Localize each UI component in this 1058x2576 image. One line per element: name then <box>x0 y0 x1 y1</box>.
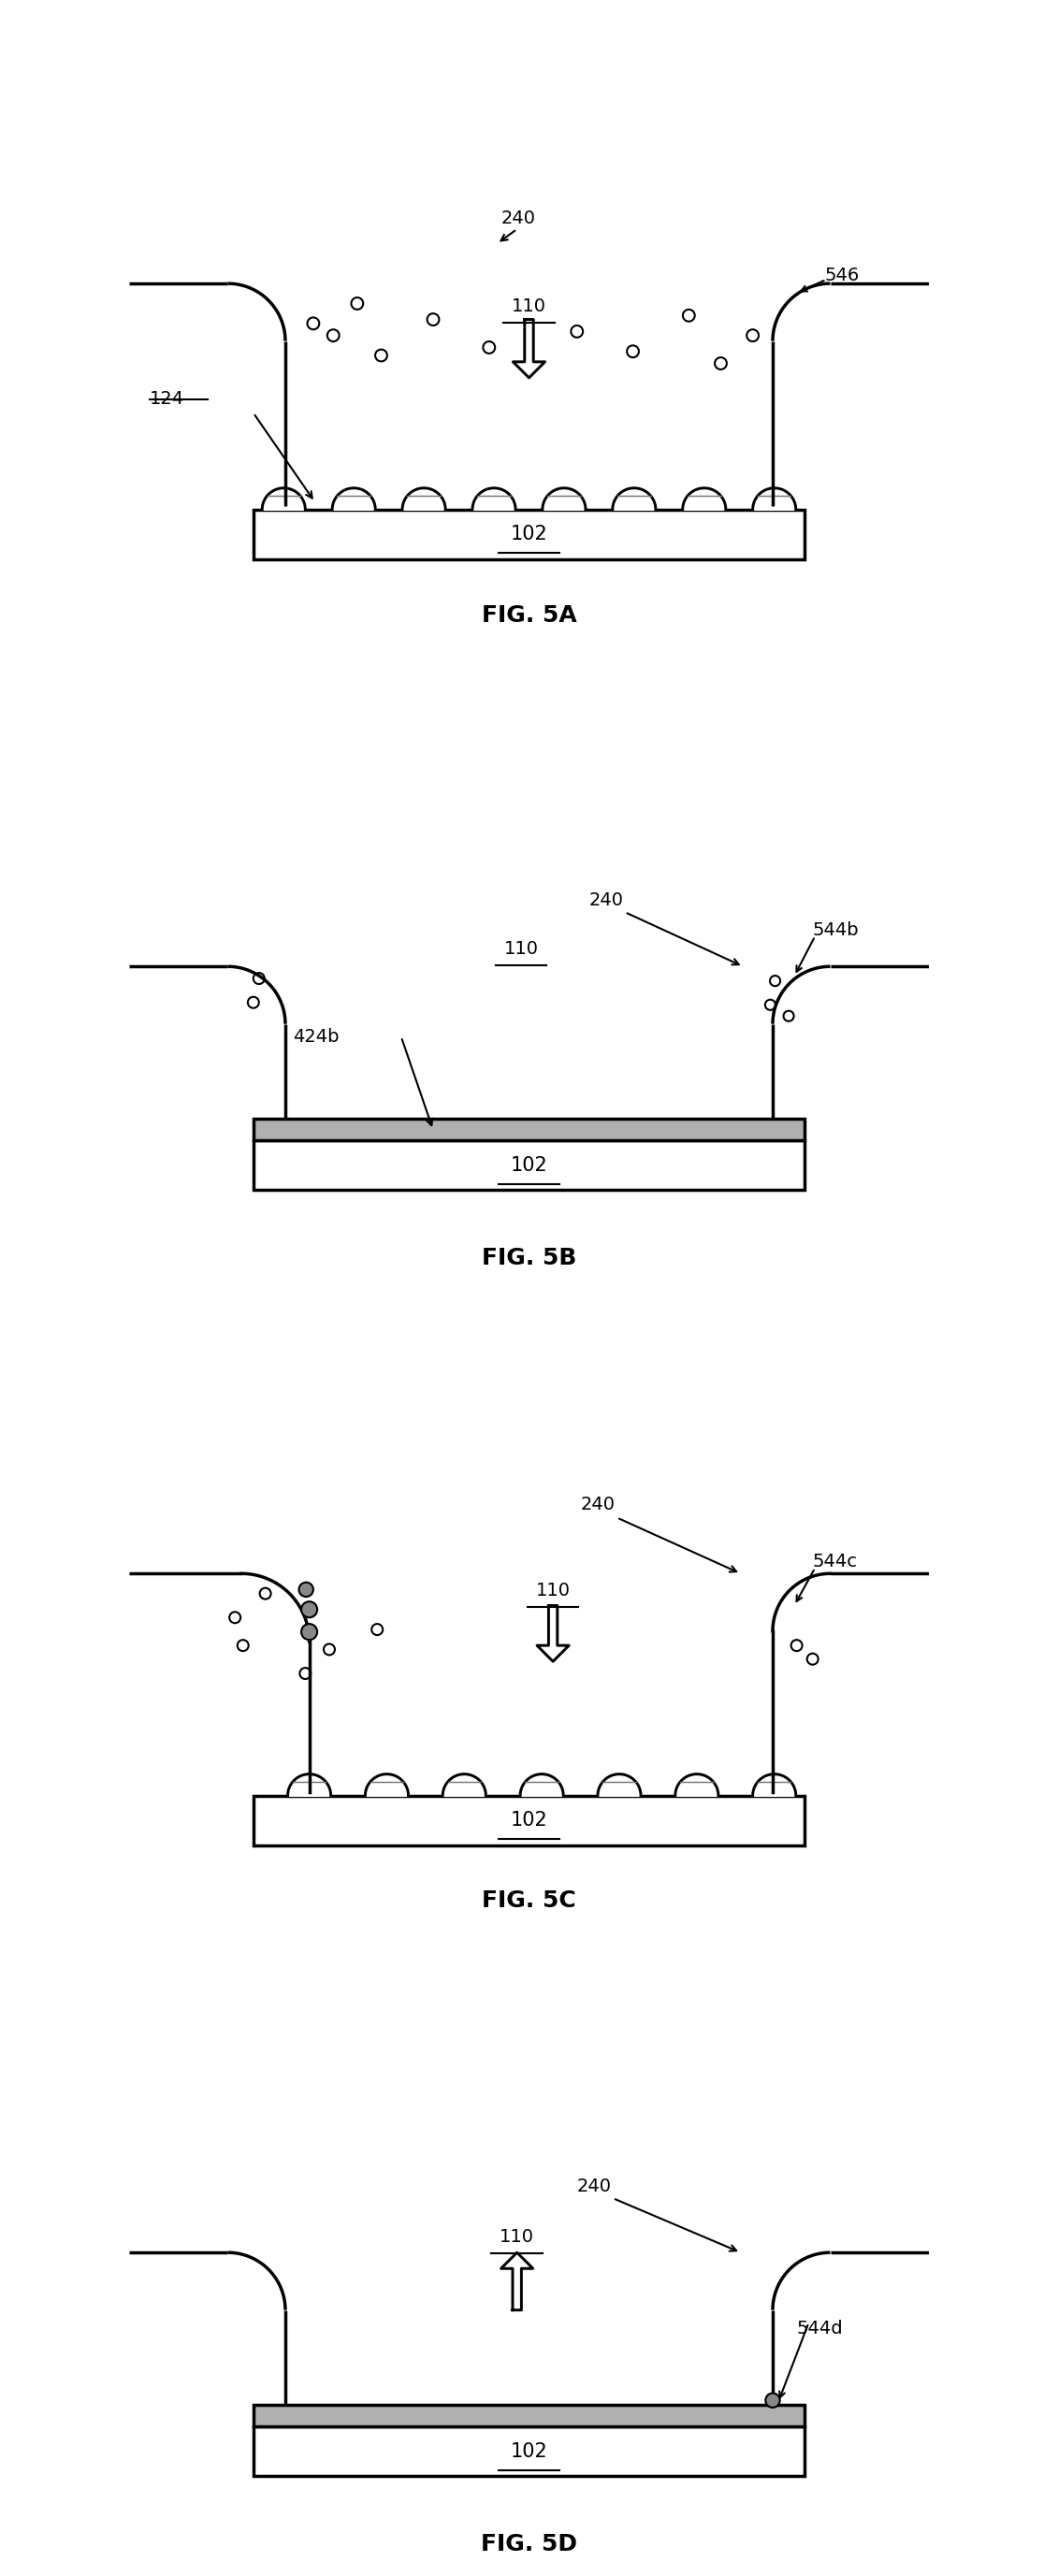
Text: 544b: 544b <box>813 922 859 940</box>
Polygon shape <box>752 1775 796 1795</box>
Text: FIG. 5D: FIG. 5D <box>480 2532 578 2555</box>
Text: 110: 110 <box>512 296 546 314</box>
Text: 546: 546 <box>824 268 859 283</box>
Text: 544c: 544c <box>813 1553 858 1571</box>
Text: 102: 102 <box>510 1811 548 1829</box>
Polygon shape <box>537 1605 569 1662</box>
Polygon shape <box>288 1775 331 1795</box>
Polygon shape <box>501 2251 533 2311</box>
Circle shape <box>766 2393 780 2409</box>
Bar <box>253 2406 805 2427</box>
Bar <box>253 1141 805 1190</box>
Text: 102: 102 <box>510 2442 548 2460</box>
Text: 240: 240 <box>581 1497 616 1515</box>
Text: 240: 240 <box>589 891 623 909</box>
Polygon shape <box>262 487 306 510</box>
Polygon shape <box>543 487 586 510</box>
Polygon shape <box>613 487 656 510</box>
Polygon shape <box>675 1775 718 1795</box>
Text: 544d: 544d <box>797 2318 843 2336</box>
Bar <box>253 1118 805 1141</box>
Text: FIG. 5B: FIG. 5B <box>481 1247 577 1270</box>
Polygon shape <box>682 487 726 510</box>
Text: FIG. 5A: FIG. 5A <box>481 603 577 626</box>
Text: 102: 102 <box>510 1157 548 1175</box>
Circle shape <box>302 1623 317 1641</box>
Circle shape <box>302 1602 317 1618</box>
Polygon shape <box>521 1775 563 1795</box>
Text: 124: 124 <box>149 392 184 407</box>
Polygon shape <box>513 319 545 379</box>
Text: 240: 240 <box>577 2177 612 2195</box>
Polygon shape <box>752 487 796 510</box>
Text: 110: 110 <box>504 940 539 958</box>
Polygon shape <box>402 487 445 510</box>
Text: 110: 110 <box>535 1582 570 1600</box>
Polygon shape <box>598 1775 641 1795</box>
Circle shape <box>299 1582 313 1597</box>
Text: FIG. 5C: FIG. 5C <box>481 1891 577 1911</box>
Bar <box>253 510 805 559</box>
Text: 424b: 424b <box>293 1028 340 1046</box>
Polygon shape <box>332 487 376 510</box>
Bar <box>253 1795 805 1844</box>
Bar <box>253 2427 805 2476</box>
Polygon shape <box>472 487 515 510</box>
Text: 240: 240 <box>501 209 535 227</box>
Text: 110: 110 <box>499 2228 534 2246</box>
Polygon shape <box>442 1775 486 1795</box>
Text: 102: 102 <box>510 526 548 544</box>
Polygon shape <box>365 1775 408 1795</box>
